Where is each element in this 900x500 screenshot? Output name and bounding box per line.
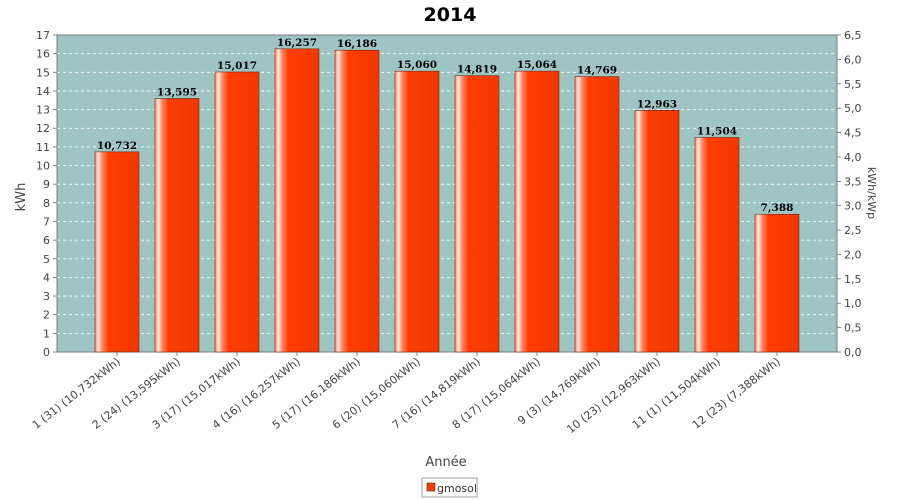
y-tick-label: 15 bbox=[36, 66, 50, 79]
bar-value-label: 14,819 bbox=[457, 64, 497, 76]
y2-tick-label: 4,0 bbox=[844, 151, 862, 164]
y2-tick-label: 5,5 bbox=[844, 78, 862, 91]
y2-tick-label: 6,5 bbox=[844, 29, 862, 42]
y2-tick-label: 5,0 bbox=[844, 102, 862, 115]
bar bbox=[634, 109, 680, 353]
bar bbox=[694, 137, 740, 353]
legend-swatch bbox=[426, 482, 436, 492]
y-tick-label: 3 bbox=[43, 290, 50, 303]
y-tick-label: 7 bbox=[43, 215, 50, 228]
y-tick-label: 0 bbox=[43, 346, 50, 359]
y-tick-label: 16 bbox=[36, 48, 50, 61]
y-axis-label: kWh bbox=[14, 183, 29, 212]
bar bbox=[94, 151, 140, 353]
y-tick-label: 10 bbox=[36, 160, 50, 173]
y2-tick-label: 2,5 bbox=[844, 224, 862, 237]
legend-box bbox=[421, 477, 478, 498]
y2-axis-ticks: 0,0 0,5 1,0 1,5 2,0 2,5 3,0 3,5 4,0 4,5 5,0 5,5 6,0 6… bbox=[837, 29, 862, 359]
bar-value-label: 13,595 bbox=[157, 86, 197, 98]
legend: gmosol bbox=[421, 477, 478, 498]
bar-value-label: 12,963 bbox=[637, 98, 677, 110]
bar-value-label: 15,017 bbox=[217, 60, 257, 72]
y2-axis-label: kWh/kWp bbox=[865, 167, 878, 219]
bar bbox=[334, 49, 380, 353]
bar-value-label: 14,769 bbox=[577, 65, 617, 77]
bar bbox=[454, 75, 500, 353]
y-tick-label: 14 bbox=[36, 85, 50, 98]
bar bbox=[754, 213, 800, 353]
bar-value-label: 15,060 bbox=[397, 59, 437, 71]
y-tick-label: 4 bbox=[43, 271, 50, 284]
y-tick-label: 2 bbox=[43, 309, 50, 322]
y2-tick-label: 2,0 bbox=[844, 248, 862, 261]
y-tick-label: 9 bbox=[43, 178, 50, 191]
y-tick-label: 8 bbox=[43, 197, 50, 210]
y2-tick-label: 0,0 bbox=[844, 346, 862, 359]
legend-label: gmosol bbox=[437, 482, 477, 495]
y2-tick-label: 1,5 bbox=[844, 273, 862, 286]
y-tick-label: 17 bbox=[36, 29, 50, 42]
bar-value-label: 10,732 bbox=[97, 140, 137, 152]
bar bbox=[394, 70, 440, 353]
bars-group: 10,732 13,595 15,017 16,257 16,186 15,060 14,8… bbox=[94, 37, 800, 353]
x-axis-ticks: 1 (31) (10,732kWh)2 (24) (13,595kWh)3 (1… bbox=[30, 352, 783, 436]
y-tick-label: 6 bbox=[43, 234, 50, 247]
y-tick-label: 13 bbox=[36, 104, 50, 117]
y2-tick-label: 1,0 bbox=[844, 297, 862, 310]
y-tick-label: 11 bbox=[36, 141, 50, 154]
y2-tick-label: 4,5 bbox=[844, 127, 862, 140]
y2-tick-label: 6,0 bbox=[844, 53, 862, 66]
y2-tick-label: 3,5 bbox=[844, 175, 862, 188]
bar-value-label: 16,257 bbox=[277, 37, 317, 49]
bar-value-label: 11,504 bbox=[697, 125, 737, 137]
bar bbox=[154, 98, 200, 353]
bar-value-label: 15,064 bbox=[517, 59, 557, 71]
y-tick-label: 5 bbox=[43, 253, 50, 266]
y-tick-label: 1 bbox=[43, 327, 50, 340]
bar bbox=[274, 48, 320, 353]
bar bbox=[574, 76, 620, 353]
chart-title: 2014 bbox=[424, 4, 477, 26]
bar bbox=[514, 70, 560, 353]
bar-value-label: 16,186 bbox=[337, 38, 377, 50]
bar-value-label: 7,388 bbox=[761, 202, 794, 214]
y2-tick-label: 3,0 bbox=[844, 200, 862, 213]
x-axis-label: Année bbox=[425, 455, 466, 470]
y2-tick-label: 0,5 bbox=[844, 322, 862, 335]
bar bbox=[214, 71, 260, 353]
y-tick-label: 12 bbox=[36, 122, 50, 135]
